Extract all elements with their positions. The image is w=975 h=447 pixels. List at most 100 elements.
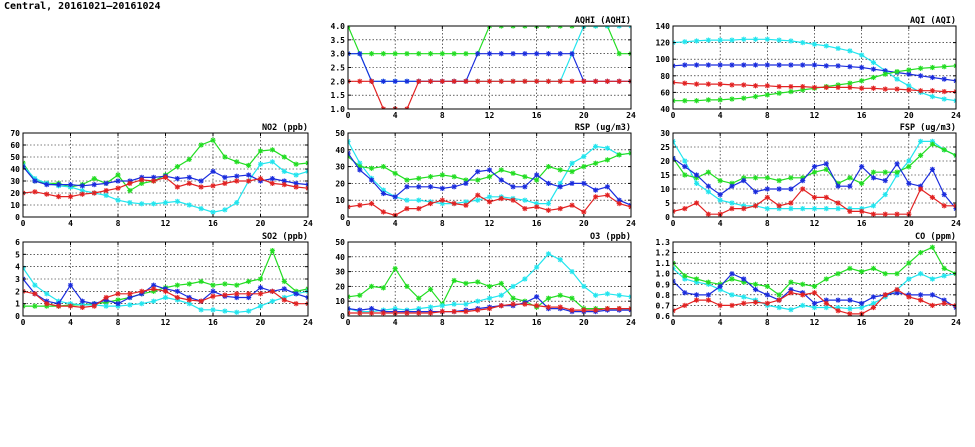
y-tick-label: 0.9 <box>656 280 671 289</box>
chart-title: FSP (ug/m3) <box>900 123 956 133</box>
data-point-cyan <box>705 189 711 195</box>
data-point-cyan <box>729 37 735 43</box>
data-point-red <box>953 203 956 209</box>
data-point-blue <box>811 62 818 68</box>
data-point-red <box>545 78 552 84</box>
data-point-green <box>186 281 192 287</box>
y-tick-label: 20 <box>335 179 345 188</box>
chart-panel-5: 0 4 8 12 16 20 24 0 5 10 15 20 25 30 FSP (ug/m3) <box>660 123 961 228</box>
y-tick-label: 30 <box>335 163 345 172</box>
data-point-red <box>776 297 782 303</box>
data-point-blue <box>151 174 157 180</box>
data-point-red <box>127 180 133 186</box>
data-point-blue <box>705 183 711 189</box>
x-tick-label: 8 <box>440 318 445 327</box>
chart-title: AQI (AQI) <box>910 16 956 26</box>
x-tick-label: 0 <box>346 318 351 327</box>
data-point-blue <box>752 62 759 68</box>
data-point-cyan <box>682 158 688 164</box>
data-point-cyan <box>705 37 711 43</box>
data-point-green <box>115 172 121 178</box>
data-point-blue <box>174 176 180 182</box>
y-tick-label: 1.3 <box>656 238 671 247</box>
data-point-green <box>953 63 956 69</box>
data-point-red <box>44 301 50 307</box>
data-point-blue <box>357 51 363 57</box>
y-tick-label: 0.6 <box>656 312 671 321</box>
data-point-cyan <box>870 59 877 66</box>
data-point-blue <box>545 51 552 57</box>
y-tick-label: 3.0 <box>331 50 346 59</box>
data-point-red <box>174 294 180 301</box>
data-point-red <box>918 186 924 192</box>
data-point-red <box>569 78 575 84</box>
data-point-green <box>741 95 747 101</box>
data-point-green <box>705 279 711 285</box>
data-point-green <box>23 303 26 309</box>
y-tick-label: 25 <box>660 143 670 152</box>
x-tick-label: 20 <box>904 318 914 327</box>
data-point-cyan <box>788 38 794 44</box>
data-point-cyan <box>673 265 676 272</box>
data-point-green <box>246 162 252 168</box>
data-point-green <box>859 78 865 84</box>
data-point-red <box>210 183 216 189</box>
data-point-cyan <box>475 298 481 304</box>
data-point-cyan <box>764 206 770 212</box>
y-tick-label: 3.5 <box>331 36 346 45</box>
data-point-red <box>906 294 912 300</box>
data-point-cyan <box>522 276 528 282</box>
data-point-cyan <box>151 298 157 304</box>
data-point-red <box>32 189 38 195</box>
data-point-blue <box>918 73 924 79</box>
y-tick-label: 20 <box>660 157 670 166</box>
data-point-green <box>918 65 924 71</box>
y-tick-label: 1.1 <box>656 259 671 268</box>
data-point-green <box>522 174 528 180</box>
data-point-red <box>835 308 841 314</box>
x-tick-label: 12 <box>810 318 820 327</box>
data-point-cyan <box>616 26 622 29</box>
x-tick-label: 16 <box>208 318 218 327</box>
data-point-blue <box>788 62 794 68</box>
data-point-green <box>257 148 264 154</box>
data-point-cyan <box>348 138 351 144</box>
data-point-green <box>91 176 97 182</box>
data-point-cyan <box>941 273 947 279</box>
y-tick-label: 0.8 <box>656 291 671 300</box>
data-point-cyan <box>741 36 747 42</box>
x-tick-label: 8 <box>116 219 121 228</box>
data-point-green <box>416 295 422 301</box>
data-point-blue <box>522 184 528 190</box>
y-tick-label: 10 <box>335 297 345 306</box>
data-point-red <box>882 211 888 217</box>
data-point-cyan <box>776 304 782 311</box>
data-point-red <box>32 291 38 297</box>
data-point-red <box>882 86 888 92</box>
data-point-red <box>604 192 611 198</box>
data-point-red <box>463 78 469 84</box>
data-point-blue <box>859 164 865 170</box>
data-point-blue <box>776 186 782 192</box>
data-point-green <box>764 175 770 181</box>
data-point-cyan <box>800 302 806 309</box>
data-point-red <box>729 206 735 212</box>
data-point-green <box>451 174 457 180</box>
data-point-blue <box>534 294 540 300</box>
data-point-blue <box>174 288 180 294</box>
y-tick-label: 4 <box>15 263 20 272</box>
data-point-green <box>416 51 422 57</box>
data-point-green <box>498 26 504 29</box>
data-point-blue <box>882 178 888 184</box>
data-point-red <box>56 194 62 200</box>
data-point-blue <box>281 286 287 292</box>
data-point-red <box>673 79 676 86</box>
data-point-blue <box>281 178 287 184</box>
data-point-red <box>486 78 493 84</box>
data-point-green <box>941 64 947 70</box>
data-point-green <box>729 96 735 102</box>
data-point-red <box>380 106 386 109</box>
data-point-green <box>545 295 552 301</box>
data-point-cyan <box>451 301 457 307</box>
data-point-blue <box>870 66 877 72</box>
